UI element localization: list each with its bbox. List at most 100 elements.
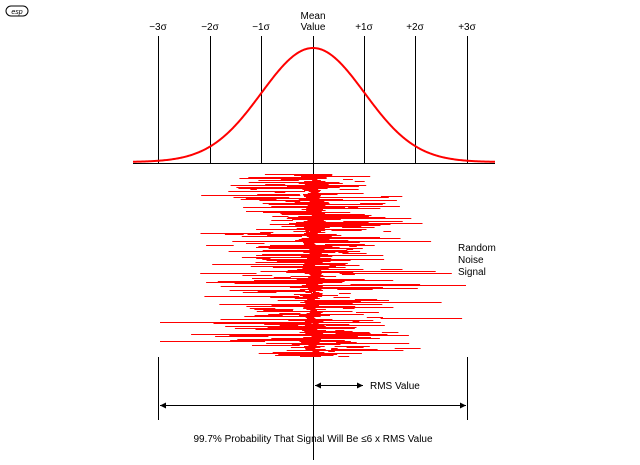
noise-bar [329, 265, 360, 266]
noise-bar [309, 274, 322, 275]
sigma-label-minus3: −3σ [149, 22, 167, 33]
noise-bar [268, 314, 364, 315]
noise-bar [215, 336, 269, 337]
noise-bar [339, 189, 359, 190]
noise-bar [303, 265, 316, 266]
sigma-label-plus2: +2σ [406, 22, 424, 33]
noise-bar [331, 230, 362, 231]
noise-bar [309, 253, 322, 254]
noise-bar [314, 193, 364, 194]
noise-bar [349, 246, 357, 247]
noise-bar [322, 236, 332, 237]
noise-bar [306, 316, 315, 317]
noise-bar [254, 315, 283, 316]
noise-bar [304, 346, 316, 347]
noise-bar [302, 241, 322, 242]
noise-bar [303, 337, 327, 338]
noise-bar [298, 216, 369, 217]
noise-bar [305, 232, 326, 233]
noise-bar [300, 295, 321, 296]
noise-bar [272, 352, 325, 353]
noise-bar [271, 206, 400, 207]
noise-bar [330, 279, 365, 280]
noise-bar [295, 187, 340, 188]
noise-bar [303, 179, 318, 180]
noise-bar [250, 282, 338, 283]
noise-bar [303, 353, 328, 354]
noise-bar [304, 270, 322, 271]
noise-bar [305, 187, 318, 188]
noise-bar [200, 233, 271, 234]
caption: 99.7% Probability That Signal Will Be ≤6… [193, 434, 433, 445]
noise-bar [342, 308, 355, 309]
noise-bar [310, 212, 320, 213]
noise-bar [263, 212, 351, 213]
noise-bar [319, 336, 358, 337]
noise-bar [337, 289, 373, 290]
noise-bar [268, 204, 383, 205]
noise-bar [342, 227, 375, 228]
noise-bar [304, 260, 323, 261]
noise-bar [304, 178, 327, 179]
noise-bar [241, 257, 319, 258]
noise-bar [322, 324, 350, 325]
noise-bar [311, 336, 320, 337]
noise-bar [310, 310, 317, 311]
noise-bar [220, 286, 309, 287]
noise-bar [301, 281, 322, 282]
noise-bar [295, 255, 384, 256]
noise-bar [312, 351, 320, 352]
noise-bar [312, 302, 338, 303]
noise-bar [256, 311, 285, 312]
noise-bar [309, 314, 316, 315]
noise-bar [300, 174, 322, 175]
noise-bar [280, 213, 312, 214]
noise-bar [305, 254, 329, 255]
noise-bar [311, 217, 318, 218]
noise-bar [257, 177, 327, 178]
noise-bar [281, 214, 365, 215]
noise-bar [303, 244, 316, 245]
noise-bar [201, 195, 301, 196]
noise-bar [306, 213, 326, 214]
noise-bar [304, 301, 326, 302]
noise-bar [325, 325, 385, 326]
noise-bar [283, 316, 321, 317]
esp-logo: esp [5, 5, 29, 17]
noise-bar [383, 231, 392, 232]
sigma-label-plus3: +3σ [458, 22, 476, 33]
noise-bar [316, 301, 361, 302]
noise-bar [338, 356, 350, 357]
noise-bar [354, 181, 365, 182]
noise-bar [279, 325, 299, 326]
noise-bar [304, 279, 318, 280]
noise-bar [307, 327, 316, 328]
noise-bar [303, 256, 323, 257]
noise-bar [304, 227, 322, 228]
noise-bar [309, 272, 354, 273]
noise-bar [299, 248, 320, 249]
noise-bar [343, 179, 353, 180]
noise-bar [319, 341, 351, 342]
noise-bar [300, 306, 323, 307]
noise-bar [311, 204, 322, 205]
noise-bar [306, 219, 320, 220]
noise-bar [265, 184, 286, 185]
noise-bar [260, 232, 274, 233]
noise-bar [300, 324, 325, 325]
noise-bar [360, 203, 386, 204]
noise-bar [275, 355, 334, 356]
noise-bar [225, 326, 303, 327]
sigma-label-plus1: +1σ [355, 22, 373, 33]
noise-bar [306, 236, 323, 237]
noise-bar [268, 309, 294, 310]
noise-bar [333, 297, 350, 298]
noise-bar [312, 303, 321, 304]
noise-label-line2: Noise [458, 255, 484, 266]
noise-bar [335, 330, 345, 331]
noise-bar [224, 234, 244, 235]
noise-bar [310, 205, 326, 206]
noise-bar [270, 297, 309, 298]
noise-bar [246, 243, 265, 244]
